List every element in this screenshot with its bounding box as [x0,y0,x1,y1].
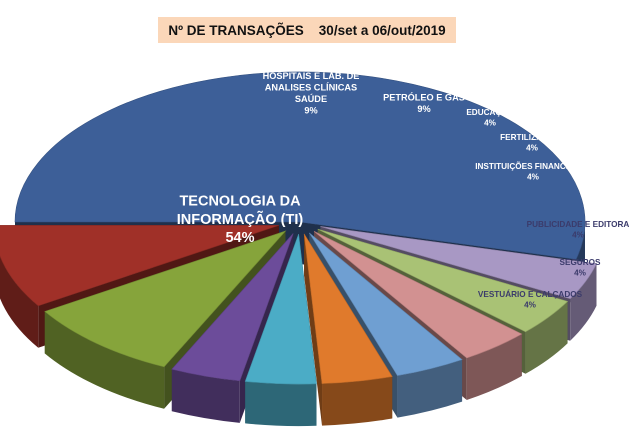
pie-slice-top [313,231,523,359]
slice-value-label: 4% [572,230,585,239]
pie-slice [244,233,317,427]
slice-category-label: HOSPITAIS E LAB. DE [263,71,360,81]
slice-value-label: 4% [598,197,611,206]
slice-category-label: ANALISES CLÍNICAS [265,82,357,93]
slice-category-label: SAÚDE [295,93,327,104]
pie-slice-top [44,230,287,368]
pie-slice-top [303,233,393,384]
slice-value-label: 4% [527,172,540,181]
slice-value-label: 4% [524,300,537,309]
slice-category-label: EDUCAÇÃO [466,107,514,117]
pie-slice-top [0,225,279,307]
pie-slice-top [14,71,586,260]
slice-value-label: 9% [304,106,317,116]
slice-category-label: INSTITUIÇÕES FINANCEIRAS [475,161,591,171]
slice-value-label: 9% [417,104,430,114]
pie-slice [303,233,393,426]
slice-category-label: TECNOLOGIA DA [179,194,301,210]
slice-category-label: SEGUROS [560,258,601,267]
slice-value-label: 4% [484,118,497,127]
chart-title: Nº DE TRANSAÇÕES 30/set a 06/out/2019 [158,17,456,43]
pie-slice-top [171,233,294,382]
slice-value-label: 54% [225,230,254,246]
slice-category-label: PUBLICIDADE E EDITORA [527,220,630,229]
slice-category-label: PETRÓLEO E GÁS [383,92,465,103]
pie-slice-top [320,226,597,300]
slice-category-label: INFORMAÇÃO (TI) [177,210,304,228]
pie-slice-top [309,232,463,376]
pie-slice-top [244,233,317,385]
pie-slice-top [317,228,569,333]
slice-value-label: 4% [574,268,587,277]
slice-category-label: OUTROS [586,187,622,196]
slice-value-label: 4% [526,143,539,152]
slice-category-label: FERTILIZANTES [500,133,564,142]
slice-category-label: VESTUÁRIO E CALÇADOS [478,289,583,299]
